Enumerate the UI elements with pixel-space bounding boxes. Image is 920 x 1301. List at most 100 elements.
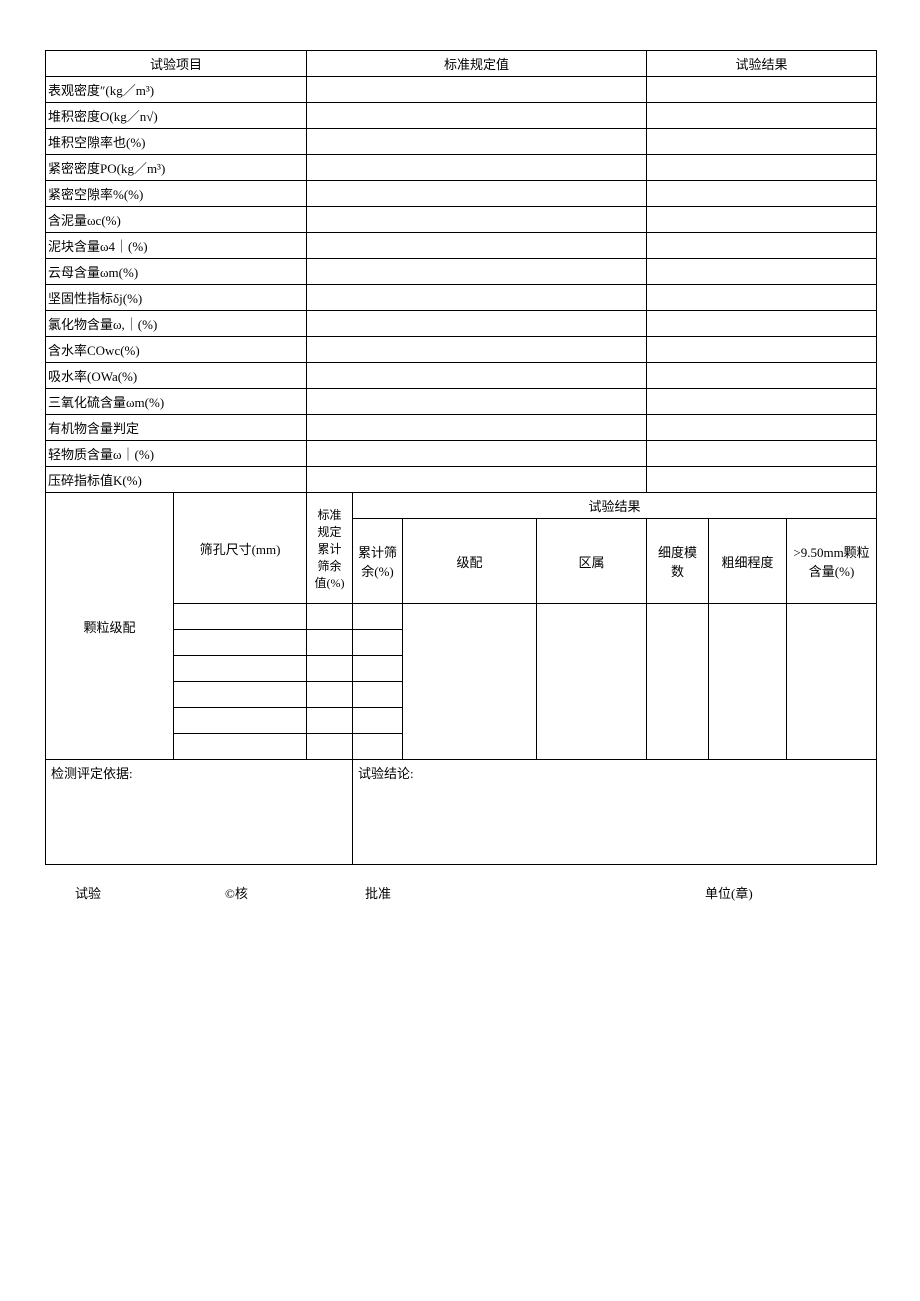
cell-sieve xyxy=(174,734,307,760)
item-label: 堆积密度O(kg／n√) xyxy=(46,103,307,129)
table-row: 含泥量ωc(%) xyxy=(46,207,877,233)
item-label: 坚固性指标δj(%) xyxy=(46,285,307,311)
cell-result xyxy=(647,77,877,103)
result-header-label: 试验结果 xyxy=(353,493,877,519)
sub-grading: 级配 xyxy=(403,519,537,604)
table-row: 堆积密度O(kg／n√) xyxy=(46,103,877,129)
cell-std xyxy=(307,467,647,493)
test-report-table: 试验项目 标准规定值 试验结果 表观密度″(kg／m³) 堆积密度O(kg／n√… xyxy=(45,50,877,865)
item-label: 堆积空隙率也(%) xyxy=(46,129,307,155)
footer-review: ©核 xyxy=(225,883,365,902)
cell-std xyxy=(307,415,647,441)
gradation-row-label: 颗粒级配 xyxy=(46,493,174,760)
cell-result xyxy=(647,389,877,415)
cell-std xyxy=(307,363,647,389)
table-row: 压碎指标值K(%) xyxy=(46,467,877,493)
sub-zone: 区属 xyxy=(537,519,647,604)
footer-unit: 单位(章) xyxy=(705,883,845,902)
cell-over950 xyxy=(787,604,877,760)
cell-std xyxy=(307,103,647,129)
cell-result xyxy=(647,233,877,259)
cell-std xyxy=(307,207,647,233)
cell-sieve xyxy=(174,708,307,734)
cell-result xyxy=(647,363,877,389)
table-row: 表观密度″(kg／m³) xyxy=(46,77,877,103)
cell-std-cum xyxy=(307,630,353,656)
header-item: 试验项目 xyxy=(46,51,307,77)
item-label: 紧密密度PO(kg／m³) xyxy=(46,155,307,181)
item-label: 含水率COwc(%) xyxy=(46,337,307,363)
cell-result xyxy=(647,207,877,233)
cell-cum xyxy=(353,656,403,682)
table-row: 坚固性指标δj(%) xyxy=(46,285,877,311)
table-row: 泥块含量ω4｜(%) xyxy=(46,233,877,259)
table-row: 堆积空隙率也(%) xyxy=(46,129,877,155)
std-cumulative-label: 标准规定累计筛余值(%) xyxy=(307,493,353,604)
cell-std xyxy=(307,77,647,103)
basis-label: 检测评定依据: xyxy=(46,760,353,865)
cell-std xyxy=(307,259,647,285)
table-row: 有机物含量判定 xyxy=(46,415,877,441)
cell-result xyxy=(647,155,877,181)
cell-result xyxy=(647,415,877,441)
cell-std xyxy=(307,389,647,415)
cell-coarseness xyxy=(709,604,787,760)
sub-over950: >9.50mm颗粒含量(%) xyxy=(787,519,877,604)
sub-fineness: 细度模数 xyxy=(647,519,709,604)
table-row: 紧密空隙率%(%) xyxy=(46,181,877,207)
sub-coarseness: 粗细程度 xyxy=(709,519,787,604)
cell-result xyxy=(647,311,877,337)
table-row: 轻物质含量ω｜(%) xyxy=(46,441,877,467)
cell-result xyxy=(647,467,877,493)
cell-std xyxy=(307,285,647,311)
sub-cumulative: 累计筛余(%) xyxy=(353,519,403,604)
footer-row: 试验 ©核 批准 单位(章) xyxy=(45,883,875,902)
cell-cum xyxy=(353,604,403,630)
cell-sieve xyxy=(174,604,307,630)
cell-std xyxy=(307,155,647,181)
cell-result xyxy=(647,129,877,155)
cell-zone xyxy=(537,604,647,760)
item-label: 三氧化硫含量ωm(%) xyxy=(46,389,307,415)
footer-test: 试验 xyxy=(75,883,225,902)
cell-std xyxy=(307,311,647,337)
item-label: 有机物含量判定 xyxy=(46,415,307,441)
item-label: 氯化物含量ω,｜(%) xyxy=(46,311,307,337)
cell-result xyxy=(647,285,877,311)
cell-result xyxy=(647,441,877,467)
cell-fineness xyxy=(647,604,709,760)
table-row: 吸水率(OWa(%) xyxy=(46,363,877,389)
table-row: 含水率COwc(%) xyxy=(46,337,877,363)
cell-sieve xyxy=(174,656,307,682)
cell-std-cum xyxy=(307,734,353,760)
item-label: 轻物质含量ω｜(%) xyxy=(46,441,307,467)
footer-approve: 批准 xyxy=(365,883,705,902)
item-label: 紧密空隙率%(%) xyxy=(46,181,307,207)
cell-grading xyxy=(403,604,537,760)
sieve-size-label: 筛孔尺寸(mm) xyxy=(174,493,307,604)
cell-std xyxy=(307,129,647,155)
cell-cum xyxy=(353,734,403,760)
cell-result xyxy=(647,103,877,129)
item-label: 吸水率(OWa(%) xyxy=(46,363,307,389)
cell-std xyxy=(307,181,647,207)
table-row: 氯化物含量ω,｜(%) xyxy=(46,311,877,337)
cell-std-cum xyxy=(307,708,353,734)
table-row: 云母含量ωm(%) xyxy=(46,259,877,285)
cell-cum xyxy=(353,708,403,734)
item-label: 云母含量ωm(%) xyxy=(46,259,307,285)
header-standard: 标准规定值 xyxy=(307,51,647,77)
item-label: 含泥量ωc(%) xyxy=(46,207,307,233)
header-result: 试验结果 xyxy=(647,51,877,77)
cell-std xyxy=(307,441,647,467)
cell-std-cum xyxy=(307,682,353,708)
cell-result xyxy=(647,337,877,363)
item-label: 压碎指标值K(%) xyxy=(46,467,307,493)
cell-std xyxy=(307,337,647,363)
cell-std-cum xyxy=(307,656,353,682)
header-row: 试验项目 标准规定值 试验结果 xyxy=(46,51,877,77)
cell-sieve xyxy=(174,682,307,708)
cell-result xyxy=(647,181,877,207)
item-label: 表观密度″(kg／m³) xyxy=(46,77,307,103)
gradation-header-row: 颗粒级配 筛孔尺寸(mm) 标准规定累计筛余值(%) 试验结果 xyxy=(46,493,877,519)
